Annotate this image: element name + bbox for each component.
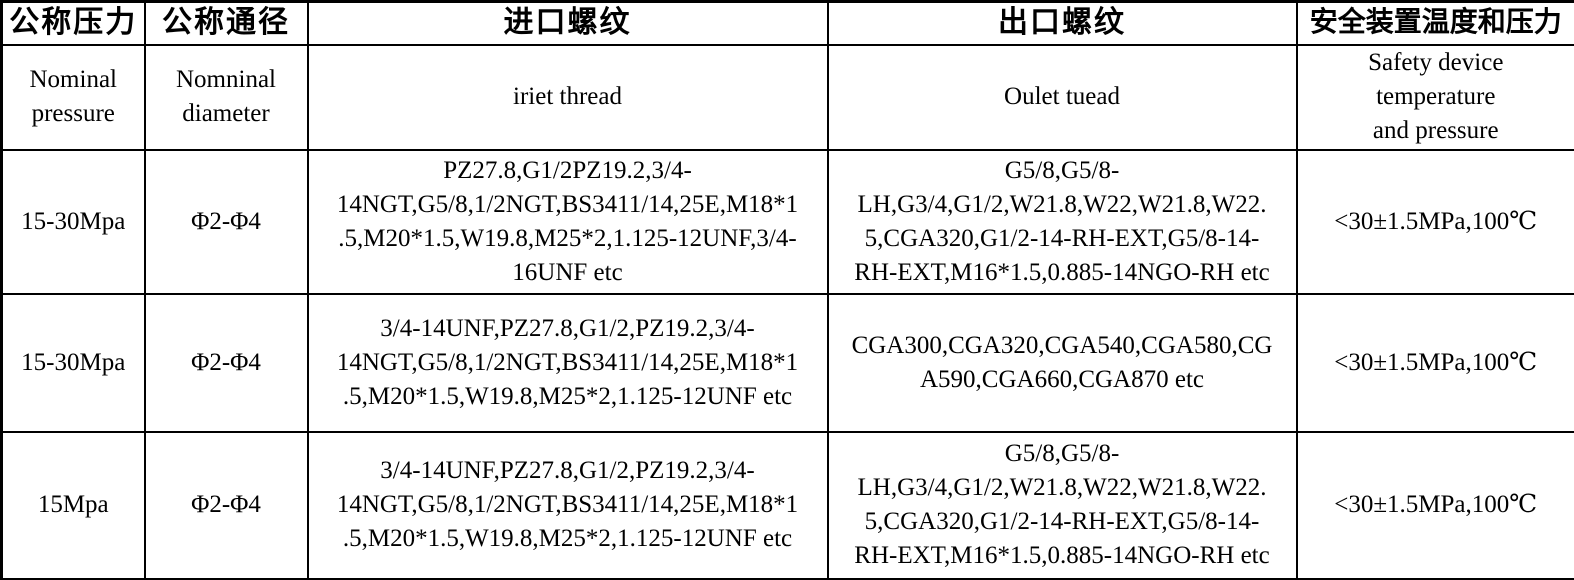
header-en-nominal-pressure: Nominal pressure (0, 43, 146, 151)
cell-r3-safety-device: <30±1.5MPa,100℃ (1295, 430, 1574, 580)
header-zh-inlet-thread: 进口螺纹 (306, 0, 829, 46)
header-zh-outlet-thread: 出口螺纹 (826, 0, 1298, 46)
cell-r3-inlet-thread: 3/4-14UNF,PZ27.8,G1/2,PZ19.2,3/4- 14NGT,… (306, 430, 829, 580)
cell-r1-outlet-thread: G5/8,G5/8- LH,G3/4,G1/2,W21.8,W22,W21.8,… (826, 148, 1298, 295)
table-row: 15Mpa Φ2-Φ4 3/4-14UNF,PZ27.8,G1/2,PZ19.2… (0, 430, 1574, 580)
cell-r1-inlet-thread: PZ27.8,G1/2PZ19.2,3/4- 14NGT,G5/8,1/2NGT… (306, 148, 829, 295)
cell-r3-nominal-diameter: Φ2-Φ4 (143, 430, 309, 580)
header-en-nominal-diameter: Nomninal diameter (143, 43, 309, 151)
cell-r3-nominal-pressure: 15Mpa (0, 430, 146, 580)
cell-r1-nominal-pressure: 15-30Mpa (0, 148, 146, 295)
header-zh-nominal-pressure: 公称压力 (0, 0, 146, 46)
table-row: 15-30Mpa Φ2-Φ4 3/4-14UNF,PZ27.8,G1/2,PZ1… (0, 292, 1574, 433)
header-en-safety-device: Safety device temperature and pressure (1295, 43, 1574, 151)
cell-r2-outlet-thread: CGA300,CGA320,CGA540,CGA580,CG A590,CGA6… (826, 292, 1298, 433)
cell-r2-nominal-diameter: Φ2-Φ4 (143, 292, 309, 433)
cell-r2-inlet-thread: 3/4-14UNF,PZ27.8,G1/2,PZ19.2,3/4- 14NGT,… (306, 292, 829, 433)
cell-r2-safety-device: <30±1.5MPa,100℃ (1295, 292, 1574, 433)
header-en-outlet-thread: Oulet tuead (826, 43, 1298, 151)
table-row: 15-30Mpa Φ2-Φ4 PZ27.8,G1/2PZ19.2,3/4- 14… (0, 148, 1574, 295)
cell-r1-nominal-diameter: Φ2-Φ4 (143, 148, 309, 295)
cell-r2-nominal-pressure: 15-30Mpa (0, 292, 146, 433)
cell-r1-safety-device: <30±1.5MPa,100℃ (1295, 148, 1574, 295)
header-row-english: Nominal pressure Nomninal diameter iriet… (0, 43, 1574, 151)
header-en-inlet-thread: iriet thread (306, 43, 829, 151)
header-zh-safety-device: 安全装置温度和压力 (1295, 0, 1574, 46)
header-row-chinese: 公称压力 公称通径 进口螺纹 出口螺纹 安全装置温度和压力 (0, 0, 1574, 46)
cell-r3-outlet-thread: G5/8,G5/8- LH,G3/4,G1/2,W21.8,W22,W21.8,… (826, 430, 1298, 580)
header-zh-nominal-diameter: 公称通径 (143, 0, 309, 46)
